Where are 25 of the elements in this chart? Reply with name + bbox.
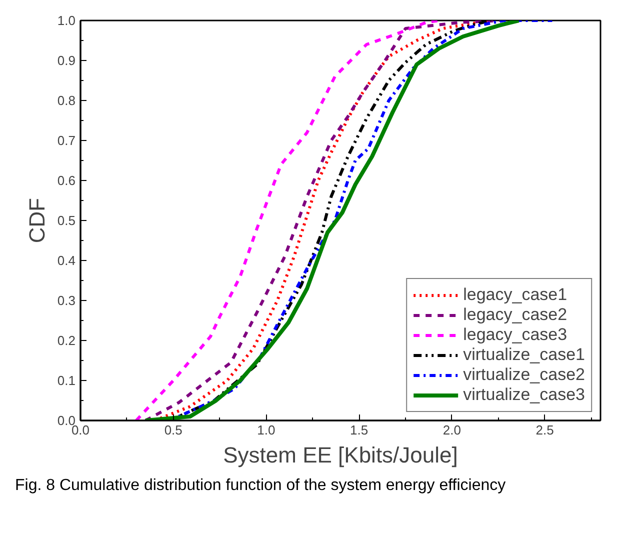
x-tick-label: 0.5 — [164, 422, 182, 438]
y-axis-title: CDF — [24, 198, 50, 244]
legend-label: legacy_case1 — [463, 285, 568, 305]
x-tick-label: 2.5 — [536, 422, 554, 438]
y-tick-label: 0.3 — [57, 293, 76, 308]
x-tick-label: 1.5 — [350, 422, 368, 438]
y-tick-label: 0.7 — [57, 133, 76, 148]
y-tick-label: 0.2 — [57, 333, 76, 348]
y-tick-label: 0.9 — [57, 53, 76, 68]
x-axis-title: System EE [Kbits/Joule] — [223, 442, 458, 468]
y-tick-label: 0.8 — [57, 93, 76, 108]
legend-label: legacy_case3 — [463, 325, 568, 345]
x-tick-label: 1.0 — [257, 422, 276, 438]
legend-label: virtualize_case2 — [463, 365, 585, 385]
caption: Fig. 8 Cumulative distribution function of the system energy efficiency — [15, 476, 506, 496]
legend-label: legacy_case2 — [463, 305, 568, 325]
y-tick-label: 1.0 — [57, 13, 76, 28]
legend-label: virtualize_case3 — [463, 385, 585, 405]
x-tick-label: 2.0 — [442, 422, 461, 438]
y-tick-label: 0.1 — [57, 373, 76, 388]
y-tick-label: 0.6 — [57, 173, 76, 188]
legend-label: virtualize_case1 — [463, 345, 585, 365]
y-tick-label: 0.5 — [57, 213, 76, 228]
line-series — [134, 20, 440, 420]
y-tick-label: 0.4 — [57, 253, 76, 268]
